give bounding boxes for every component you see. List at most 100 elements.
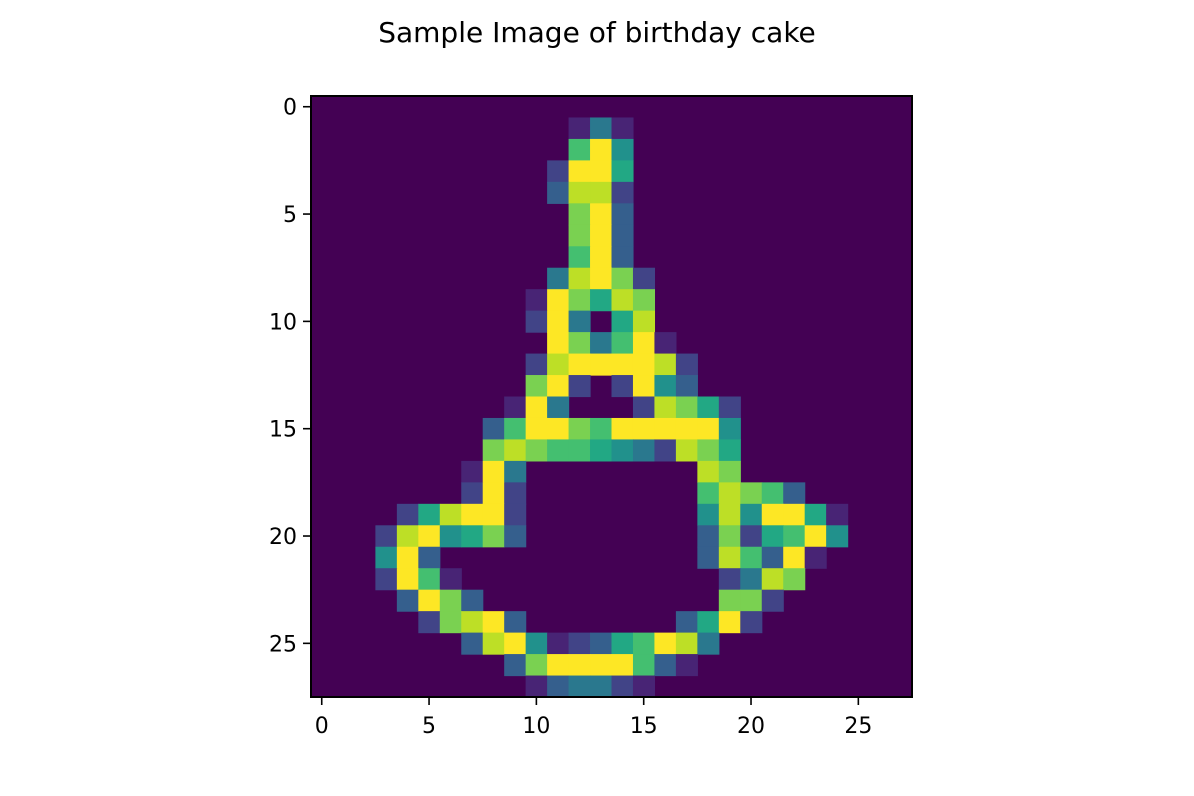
heatmap-cell (740, 525, 763, 548)
heatmap-cell (718, 396, 741, 419)
heatmap-cell (547, 353, 570, 376)
heatmap-cell (632, 375, 656, 398)
heatmap-cell (590, 117, 613, 140)
heatmap-cell (547, 439, 570, 462)
heatmap-cell (632, 439, 656, 462)
heatmap-cell (611, 654, 634, 677)
heatmap-cell (590, 246, 613, 269)
y-tick-label: 15 (269, 418, 297, 443)
heatmap-cell (718, 568, 741, 591)
heatmap-cell (396, 525, 419, 548)
heatmap-cell (697, 439, 720, 462)
heatmap-cell (761, 589, 784, 612)
heatmap-cell (418, 503, 441, 526)
heatmap-cell (482, 439, 505, 462)
heatmap-cell (632, 332, 656, 355)
heatmap-cell (697, 525, 720, 548)
heatmap-cell (590, 353, 613, 376)
heatmap-cell (718, 611, 741, 634)
heatmap-cell (396, 568, 419, 591)
heatmap-cell (611, 117, 634, 140)
heatmap-cell (547, 181, 570, 204)
heatmap-cell (461, 632, 484, 655)
heatmap-cell (568, 439, 591, 462)
heatmap-cell (439, 525, 462, 548)
heatmap-cell (547, 289, 570, 312)
heatmap-cell (525, 654, 548, 677)
heatmap-cell (590, 439, 613, 462)
heatmap-cell (439, 611, 462, 634)
y-tick-label: 25 (269, 632, 297, 657)
heatmap-cell (375, 546, 398, 569)
heatmap-cell (761, 525, 784, 548)
heatmap-cell (718, 417, 741, 441)
heatmap-cell (482, 417, 505, 441)
heatmap-cell (568, 117, 591, 140)
heatmap-cell (697, 482, 720, 505)
heatmap-cell (504, 396, 527, 419)
heatmap-cell (461, 589, 484, 612)
heatmap-cell (568, 289, 591, 312)
y-tick-label: 5 (283, 203, 297, 228)
heatmap-cell (525, 396, 548, 419)
heatmap-cell (590, 289, 613, 312)
y-tick-label: 10 (269, 310, 297, 335)
heatmap-cell (547, 654, 570, 677)
heatmap-cell (568, 246, 591, 269)
heatmap-cell (783, 546, 806, 569)
heatmap-cell (654, 632, 677, 655)
heatmap-cell (654, 375, 677, 398)
heatmap-cell (547, 396, 570, 419)
heatmap-cell (804, 525, 827, 548)
heatmap-cell (783, 503, 806, 526)
heatmap-cell (396, 546, 419, 569)
heatmap-cell (525, 417, 548, 441)
heatmap-cell (590, 332, 613, 355)
heatmap-cell (697, 396, 720, 419)
heatmap-cell (697, 503, 720, 526)
heatmap-cell (611, 203, 634, 226)
heatmap-cell (396, 589, 419, 612)
heatmap-cell (761, 568, 784, 591)
heatmap-cell (654, 353, 677, 376)
heatmap-cell (504, 632, 527, 655)
x-tick-label: 25 (844, 714, 872, 739)
heatmap-cell (547, 375, 570, 398)
x-tick-label: 5 (422, 714, 436, 739)
heatmap-cell (375, 525, 398, 548)
heatmap-cell (783, 525, 806, 548)
heatmap-cell (632, 353, 656, 376)
heatmap-cell (697, 460, 720, 483)
heatmap-cell (590, 203, 613, 226)
heatmap-cell (461, 525, 484, 548)
heatmap-cell (547, 632, 570, 655)
heatmap-cell (611, 138, 634, 161)
heatmap-cell (568, 160, 591, 183)
heatmap-cell (632, 632, 656, 655)
heatmap-cell (590, 267, 613, 290)
heatmap-cell (632, 654, 656, 677)
heatmap-cell (504, 654, 527, 677)
heatmap-cell (568, 138, 591, 161)
heatmap-cell (804, 546, 827, 569)
heatmap-cell (568, 654, 591, 677)
heatmap-cell (568, 203, 591, 226)
heatmap-cell (525, 439, 548, 462)
heatmap-cell (590, 138, 613, 161)
heatmap-cell (568, 181, 591, 204)
heatmap-cell (461, 503, 484, 526)
heatmap-cell (547, 417, 570, 441)
y-axis: 0 5 10 15 20 25 (269, 96, 311, 657)
heatmap-cell (525, 353, 548, 376)
x-tick-label: 0 (315, 714, 329, 739)
heatmap-cell (611, 310, 634, 333)
heatmap-cell (418, 546, 441, 569)
heatmap-cell (525, 310, 548, 333)
heatmap-cell (675, 632, 698, 655)
heatmap-cell (740, 482, 763, 505)
heatmap-cell (611, 417, 634, 441)
heatmap-cell (482, 460, 505, 483)
heatmap-cell (418, 589, 441, 612)
heatmap-cell (740, 503, 763, 526)
heatmap-cell (740, 611, 763, 634)
